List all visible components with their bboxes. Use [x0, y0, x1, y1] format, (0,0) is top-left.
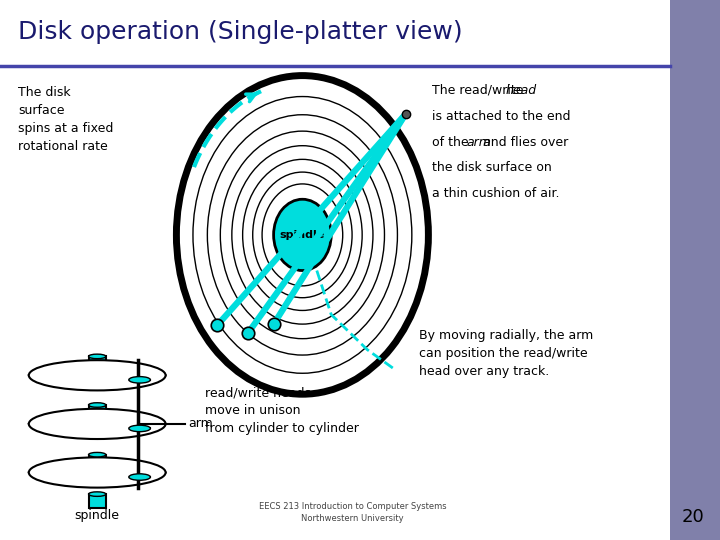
Text: the disk surface on: the disk surface on — [432, 161, 552, 174]
FancyBboxPatch shape — [89, 455, 106, 479]
Text: The disk
surface
spins at a fixed
rotational rate: The disk surface spins at a fixed rotati… — [18, 86, 113, 153]
Ellipse shape — [129, 425, 150, 431]
Text: is attached to the end: is attached to the end — [432, 110, 570, 123]
FancyBboxPatch shape — [89, 405, 106, 429]
Ellipse shape — [89, 403, 106, 407]
Ellipse shape — [176, 76, 428, 394]
Text: head: head — [505, 84, 536, 97]
Ellipse shape — [89, 354, 106, 359]
Text: read/write heads
move in unison
from cylinder to cylinder: read/write heads move in unison from cyl… — [205, 386, 359, 435]
Text: EECS 213 Introduction to Computer Systems
Northwestern University: EECS 213 Introduction to Computer System… — [259, 502, 446, 523]
Ellipse shape — [29, 360, 166, 390]
Ellipse shape — [274, 199, 331, 271]
Text: spindle: spindle — [280, 230, 325, 240]
Text: By moving radially, the arm
can position the read/write
head over any track.: By moving radially, the arm can position… — [419, 329, 593, 379]
Ellipse shape — [129, 376, 150, 383]
FancyBboxPatch shape — [89, 356, 106, 381]
Ellipse shape — [89, 453, 106, 457]
Polygon shape — [670, 0, 720, 540]
Text: The read/write: The read/write — [432, 84, 528, 97]
Text: spindle: spindle — [75, 509, 120, 522]
Text: 20: 20 — [681, 509, 704, 526]
Ellipse shape — [89, 492, 106, 496]
Text: arm: arm — [467, 136, 491, 148]
Ellipse shape — [29, 409, 166, 439]
Text: a thin cushion of air.: a thin cushion of air. — [432, 187, 559, 200]
Text: arm: arm — [189, 417, 213, 430]
Text: and flies over: and flies over — [480, 136, 569, 148]
Ellipse shape — [29, 457, 166, 488]
Text: Disk operation (Single-platter view): Disk operation (Single-platter view) — [18, 21, 463, 44]
Text: of the: of the — [432, 136, 472, 148]
Ellipse shape — [129, 474, 150, 480]
FancyBboxPatch shape — [89, 494, 106, 508]
